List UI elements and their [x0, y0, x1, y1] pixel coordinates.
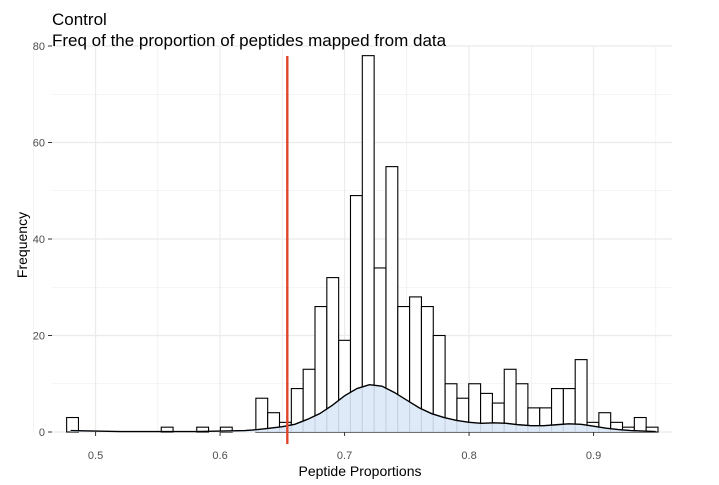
y-tick-label: 0: [39, 427, 45, 439]
histogram-bar: [503, 368, 517, 433]
density-area: [70, 384, 656, 432]
histogram-bar: [361, 55, 375, 433]
y-axis: 0 20 40 60 80: [33, 41, 52, 439]
x-axis: 0.5 0.6 0.7 0.8 0.9: [88, 432, 601, 462]
histogram-bar: [66, 416, 80, 433]
y-axis-label: Frequency: [14, 211, 30, 279]
x-tick-label: 0.7: [337, 450, 352, 462]
histogram-bar: [574, 359, 588, 433]
density-layer: [70, 383, 656, 433]
x-tick-label: 0.6: [212, 450, 227, 462]
x-tick-label: 0.8: [461, 450, 476, 462]
x-tick-label: 0.5: [88, 450, 103, 462]
histogram-bars: [66, 55, 659, 433]
chart-subtitle: Freq of the proportion of peptides mappe…: [52, 31, 447, 50]
histogram-bar: [255, 397, 269, 433]
y-tick-label: 80: [33, 41, 45, 53]
y-tick-label: 20: [33, 331, 45, 343]
y-tick-label: 40: [33, 234, 45, 246]
y-tick-label: 60: [33, 138, 45, 150]
chart-title: Control: [52, 10, 107, 29]
density-curve: [70, 383, 656, 433]
x-tick-label: 0.9: [586, 450, 601, 462]
x-axis-label: Peptide Proportions: [298, 463, 422, 479]
histogram-bar: [633, 416, 647, 433]
